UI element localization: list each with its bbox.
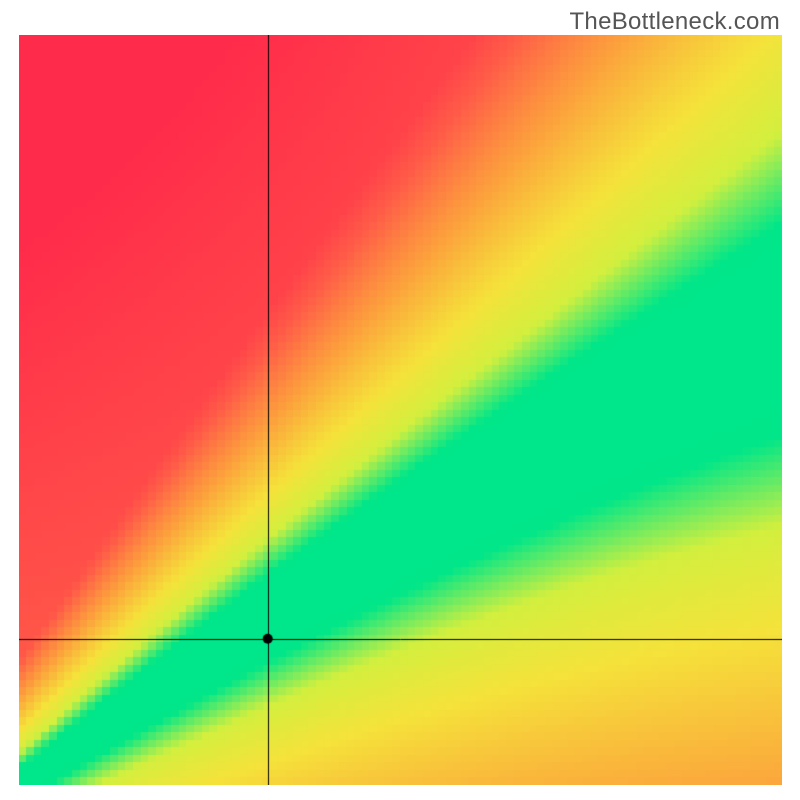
chart-container: TheBottleneck.com bbox=[0, 0, 800, 800]
bottleneck-heatmap bbox=[19, 35, 782, 785]
watermark-text: TheBottleneck.com bbox=[569, 8, 780, 36]
